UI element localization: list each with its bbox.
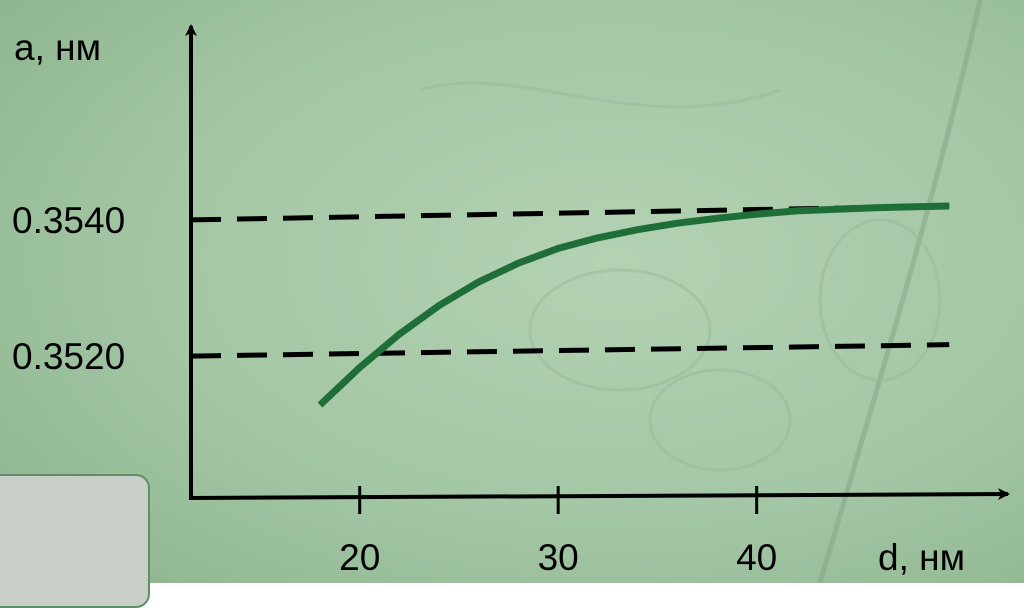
x-axis-label: d, нм (878, 537, 965, 578)
background-texture (419, 0, 983, 583)
x-axis (188, 488, 1010, 501)
x-tick-label: 20 (339, 537, 380, 578)
reference-line-1 (190, 203, 950, 223)
plot-area: 0.3540 0.3520 20 30 40 (12, 24, 1010, 578)
lattice-parameter-chart: 0.3540 0.3520 20 30 40 a, нм d, нм (0, 0, 1024, 583)
data-series-curve-1 (317, 202, 950, 408)
slide-background (0, 0, 1024, 583)
y-tick-label: 0.3540 (12, 200, 125, 241)
content-panel (0, 474, 150, 608)
y-axis-label: a, нм (14, 27, 101, 68)
y-tick-label: 0.3520 (12, 336, 125, 377)
reference-line-2 (190, 342, 950, 359)
x-tick-label: 30 (538, 537, 579, 578)
x-tick-label: 40 (736, 537, 777, 578)
